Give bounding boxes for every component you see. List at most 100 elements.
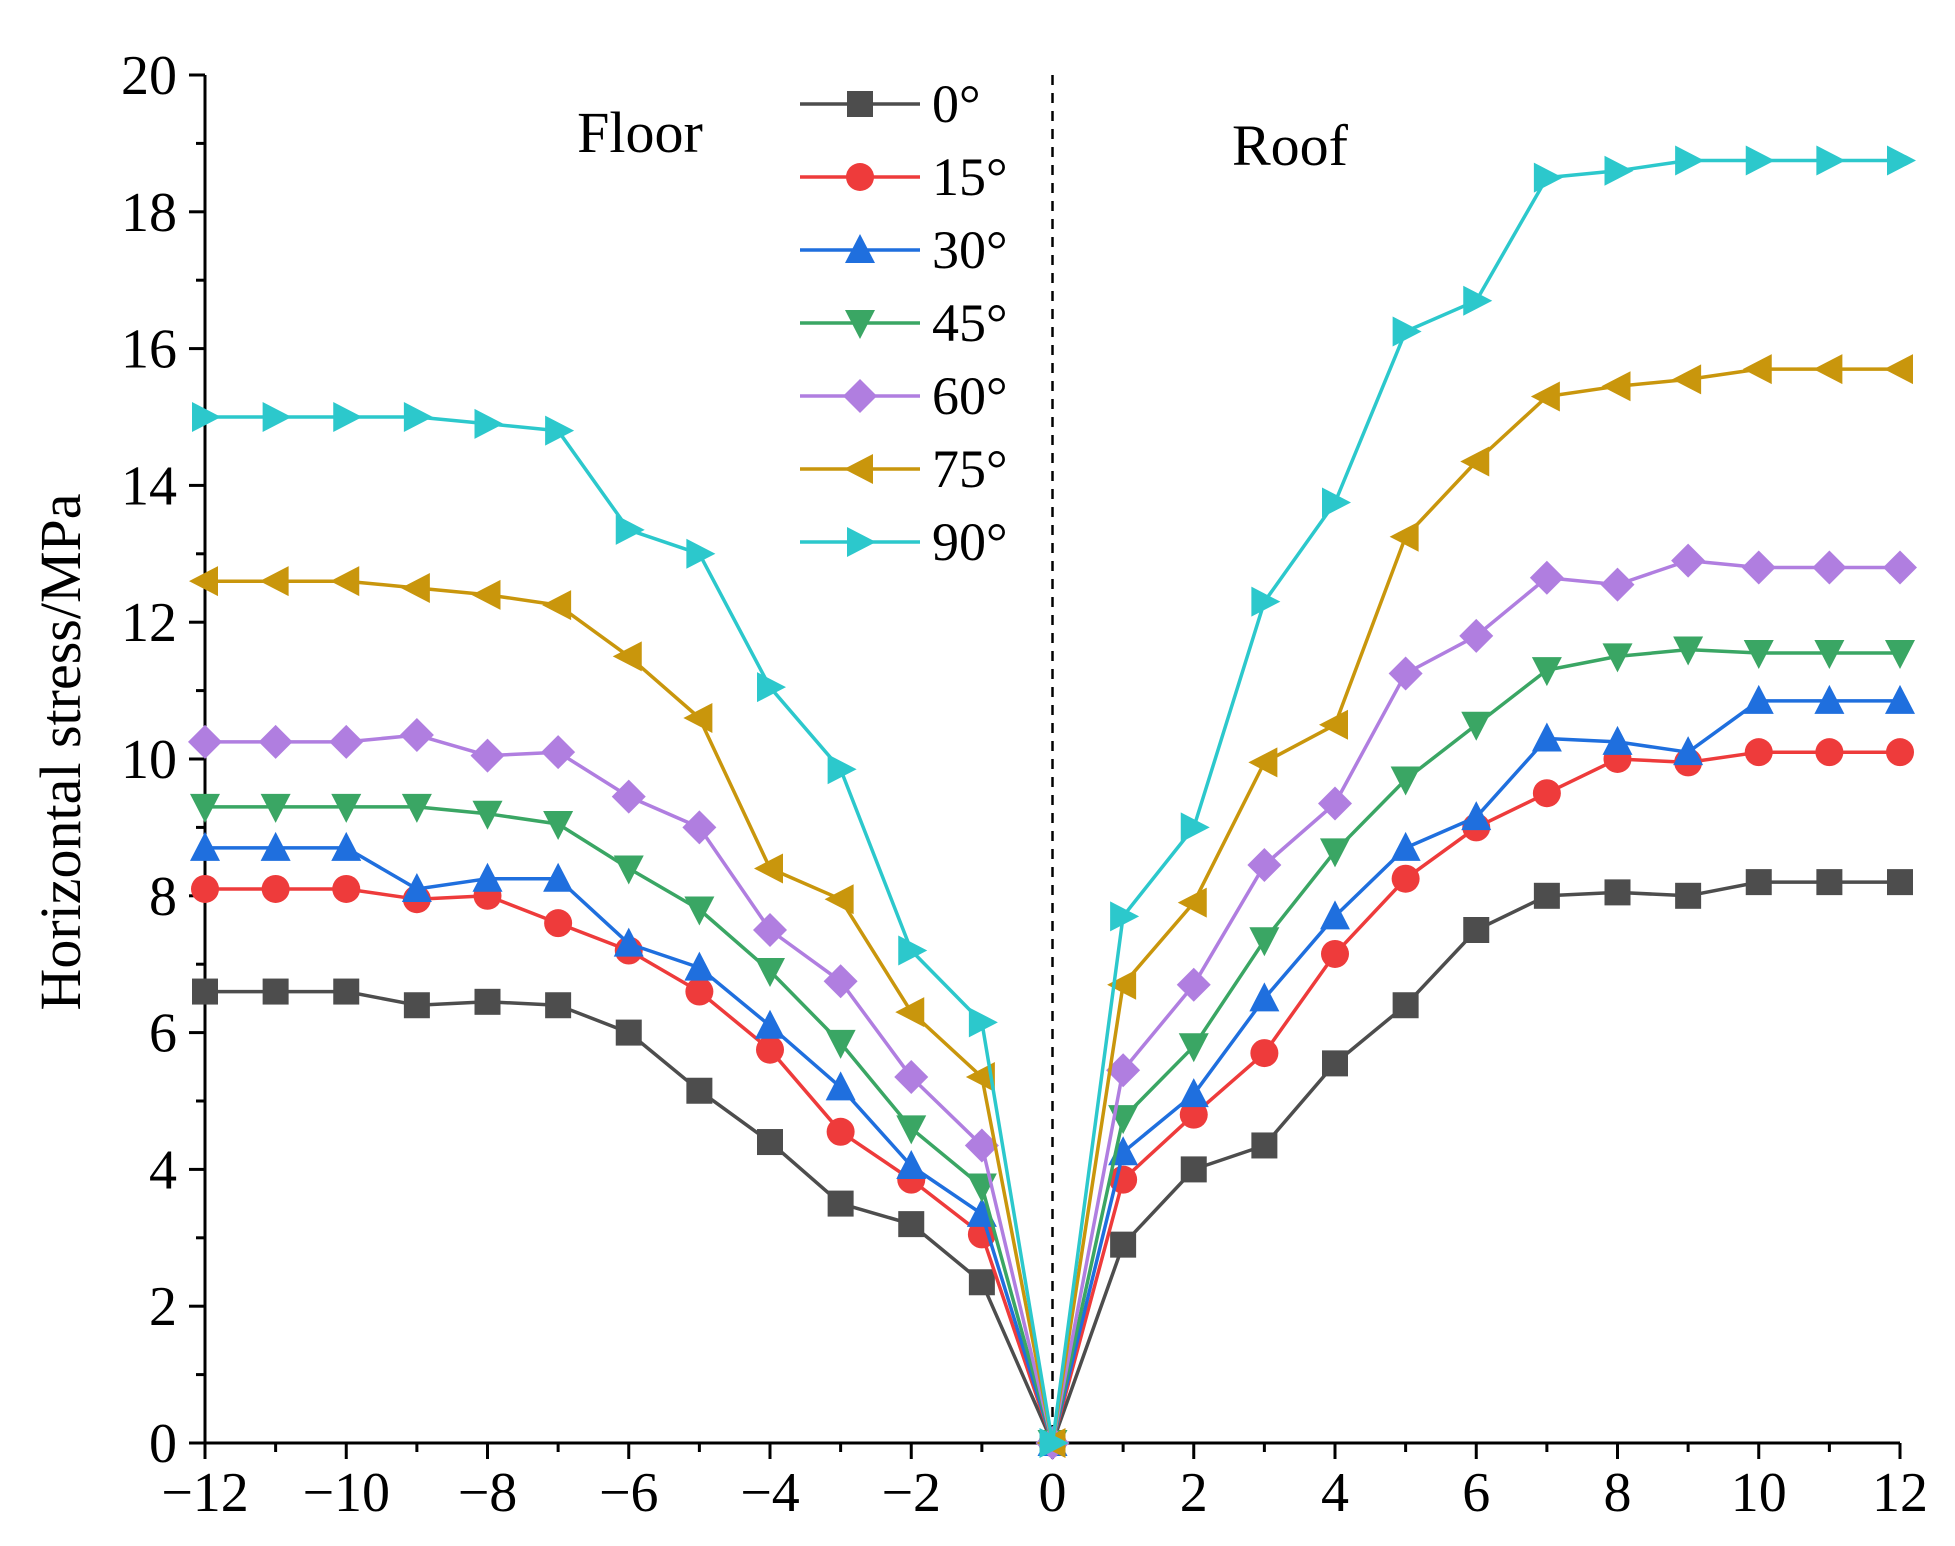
data-point <box>1248 747 1278 778</box>
y-tick-label: 6 <box>149 1003 177 1065</box>
data-point <box>1251 1132 1278 1159</box>
legend-marker <box>843 379 877 413</box>
data-point <box>329 724 364 759</box>
x-tick-label: −6 <box>599 1462 659 1524</box>
legend-item: 90° <box>800 512 1008 572</box>
data-point <box>258 724 293 759</box>
legend-item: 45° <box>800 293 1008 353</box>
data-point <box>611 779 646 814</box>
data-point <box>470 738 505 773</box>
series-4 <box>188 543 1917 1460</box>
series-6 <box>192 145 1916 1458</box>
data-point <box>1322 1050 1348 1077</box>
data-point <box>189 566 218 597</box>
data-point <box>894 1060 929 1095</box>
data-point <box>261 874 290 903</box>
data-point <box>755 1009 785 1039</box>
data-point <box>898 935 928 966</box>
series-layer <box>188 145 1917 1460</box>
legend-item: 60° <box>800 366 1008 426</box>
data-point <box>1320 900 1350 930</box>
data-point <box>1743 639 1774 669</box>
data-point <box>1176 967 1211 1002</box>
data-point <box>192 978 218 1005</box>
data-point <box>1180 812 1210 843</box>
legend-label: 30° <box>932 220 1008 280</box>
y-tick-label: 20 <box>121 45 177 107</box>
data-point <box>1463 285 1493 316</box>
data-point <box>1531 722 1562 752</box>
legend-marker <box>845 310 875 339</box>
data-point <box>964 1128 999 1163</box>
data-point <box>825 1029 856 1059</box>
data-point <box>968 1269 995 1296</box>
legend-item: 15° <box>800 147 1008 207</box>
data-point <box>1319 709 1348 740</box>
data-point <box>544 909 573 938</box>
data-point <box>1179 1100 1208 1129</box>
y-tick-label: 10 <box>121 729 177 791</box>
data-point <box>1388 656 1423 691</box>
data-point <box>1110 901 1140 932</box>
data-point <box>541 735 576 770</box>
data-point <box>1741 550 1776 585</box>
data-point <box>332 874 361 903</box>
data-point <box>1814 684 1845 714</box>
data-point <box>823 964 858 999</box>
data-point <box>1391 864 1420 893</box>
legend-label: 90° <box>932 512 1008 572</box>
data-point <box>1745 869 1772 896</box>
data-point <box>753 913 787 947</box>
roof-label: Roof <box>1232 113 1349 178</box>
data-point <box>756 1035 784 1064</box>
data-point <box>755 958 785 988</box>
data-point <box>684 896 715 926</box>
legend-label: 75° <box>932 439 1008 499</box>
data-point <box>615 1019 642 1046</box>
data-point <box>545 415 575 446</box>
data-point <box>1107 969 1137 1000</box>
x-tick-label: 10 <box>1731 1462 1787 1524</box>
data-point <box>192 402 221 432</box>
legend-label: 60° <box>932 366 1008 426</box>
data-point <box>1744 738 1773 767</box>
data-point <box>474 988 501 1015</box>
data-point <box>472 862 503 892</box>
data-point <box>895 997 925 1028</box>
data-point <box>399 718 434 753</box>
data-point <box>1461 801 1492 831</box>
data-point <box>1531 657 1562 687</box>
data-point <box>545 992 572 1019</box>
data-point <box>401 793 432 823</box>
data-point <box>1532 779 1561 808</box>
text-layer: Horizontal stress/MPa Floor Roof <box>28 100 1349 1011</box>
data-point <box>1251 586 1281 617</box>
axes-layer: 0 2 4 6 8 10 12 14 16 18 20 −12 −10 −8 −6 −4 −2 0 2 4 6 8 10 12 <box>121 45 1928 1524</box>
x-tick-label: 12 <box>1872 1462 1928 1524</box>
floor-label: Floor <box>577 100 703 165</box>
data-point <box>1249 927 1280 957</box>
data-point <box>1178 1033 1209 1063</box>
data-point <box>1673 636 1704 666</box>
legend-item: 75° <box>800 439 1008 499</box>
data-point <box>754 853 783 884</box>
legend-marker <box>846 163 874 191</box>
x-tick-label: 0 <box>1039 1462 1067 1524</box>
data-point <box>543 810 574 840</box>
x-tick-label: 8 <box>1604 1462 1632 1524</box>
data-point <box>259 566 289 597</box>
data-point <box>1460 446 1490 477</box>
data-point <box>1604 879 1631 906</box>
data-point <box>1247 848 1282 883</box>
series-1 <box>191 738 1914 1457</box>
legend-label: 45° <box>932 293 1008 353</box>
legend-marker <box>844 454 873 484</box>
data-point <box>1459 618 1494 653</box>
data-point <box>898 1211 925 1238</box>
data-point <box>826 1117 855 1146</box>
x-tick-label: −2 <box>881 1462 941 1524</box>
data-point <box>1883 550 1917 585</box>
x-tick-label: −4 <box>740 1462 800 1524</box>
data-point <box>686 1077 713 1104</box>
